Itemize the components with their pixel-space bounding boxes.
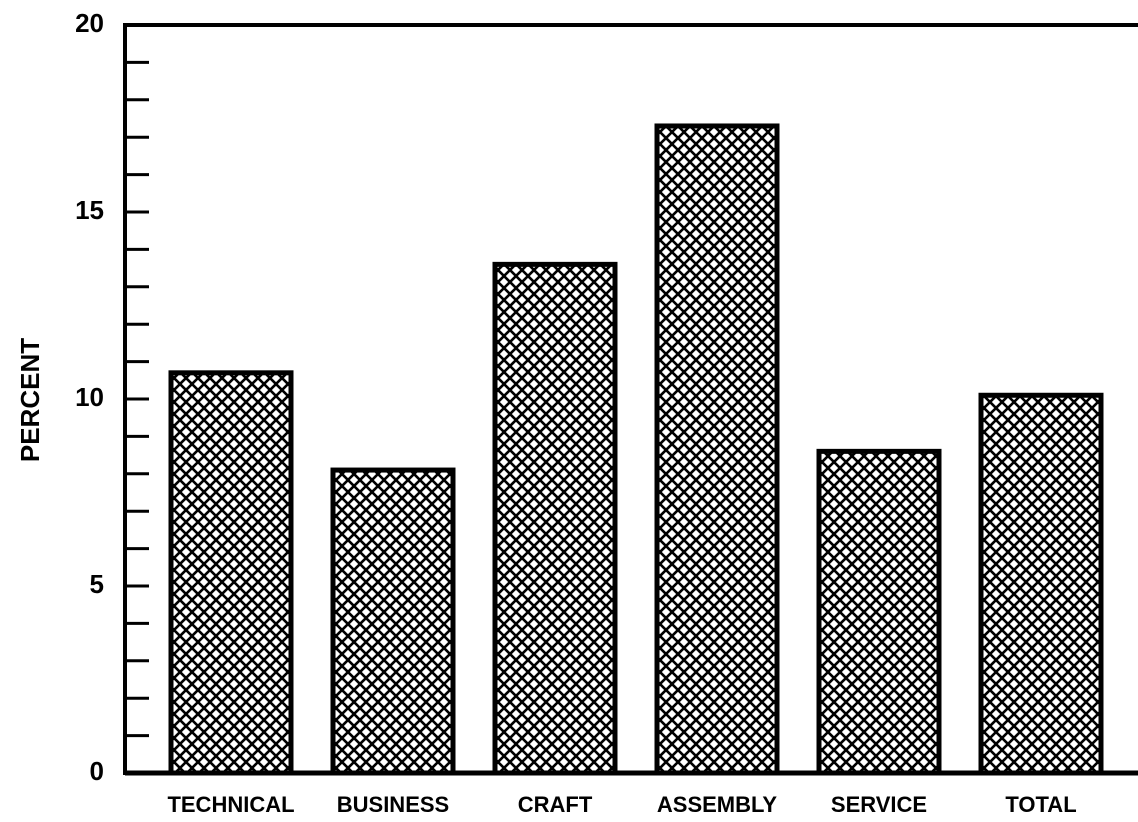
y-tick-label: 0	[90, 756, 104, 786]
y-tick-label: 20	[75, 8, 104, 38]
x-tick-label: BUSINESS	[337, 792, 449, 817]
bar	[654, 123, 780, 776]
x-tick-label: TECHNICAL	[167, 792, 294, 817]
x-tick-label: TOTAL	[1005, 792, 1076, 817]
y-tick-label: 15	[75, 195, 104, 225]
y-tick-label: 10	[75, 382, 104, 412]
y-axis-label: PERCENT	[15, 338, 45, 462]
bar	[168, 370, 294, 776]
y-tick-label: 5	[90, 569, 104, 599]
bar	[816, 448, 942, 776]
bar	[978, 392, 1104, 776]
bar	[330, 467, 456, 776]
x-tick-label: CRAFT	[518, 792, 593, 817]
x-tick-label: ASSEMBLY	[657, 792, 778, 817]
x-tick-label: SERVICE	[831, 792, 927, 817]
bar	[492, 261, 618, 776]
